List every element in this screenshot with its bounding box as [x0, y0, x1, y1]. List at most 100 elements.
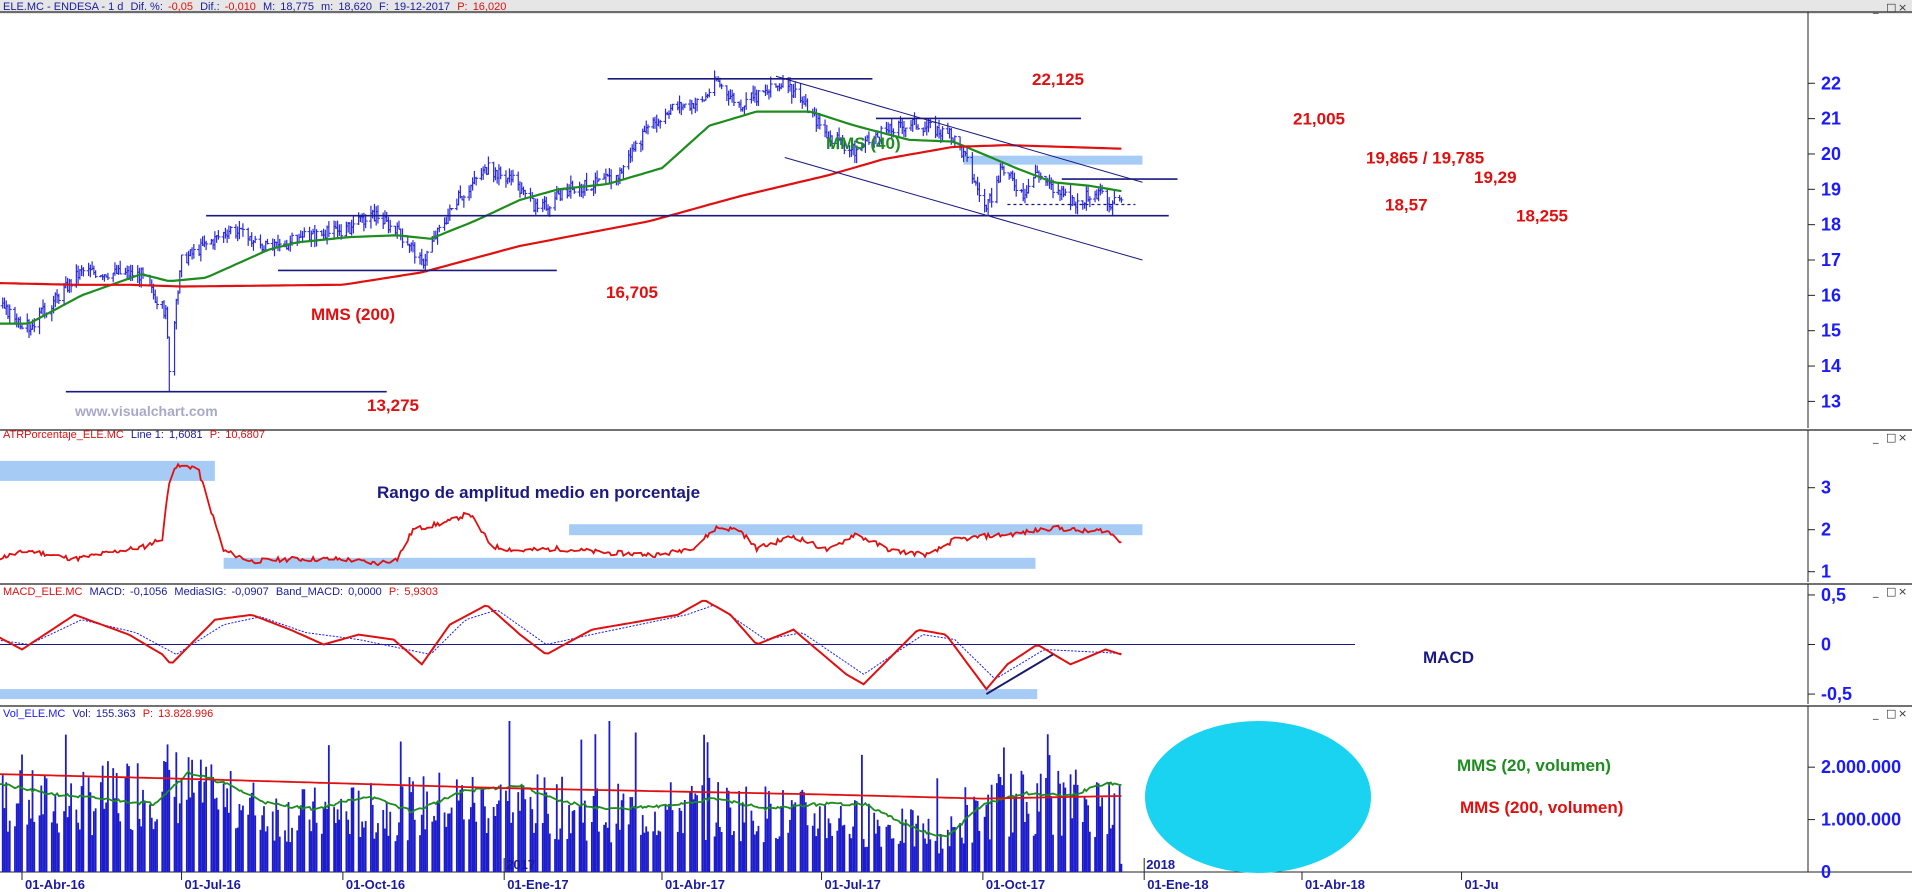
y-tick-label: 3 [1821, 478, 1831, 498]
price-bar [69, 279, 74, 293]
price-bar [486, 156, 491, 175]
x-tick-label: 01-Oct-16 [346, 877, 405, 892]
price-bar [167, 336, 172, 392]
price-bar [425, 250, 430, 266]
vol-mms20-label: MMS (20, volumen) [1457, 756, 1611, 775]
macd-signal-line [0, 604, 1122, 679]
x-tick-label: 01-Abr-16 [25, 877, 85, 892]
x-tick-label: 01-Jul-16 [185, 877, 241, 892]
y-tick-label: 15 [1821, 321, 1841, 341]
level-16705-label: 16,705 [606, 283, 658, 302]
y-tick-label: 18 [1821, 215, 1841, 235]
price-bar [118, 260, 123, 275]
price-bar [645, 124, 650, 135]
price-bar [498, 166, 503, 180]
y-tick-label: 1 [1821, 562, 1831, 582]
price-bar [731, 92, 736, 107]
highlight-band [963, 155, 1143, 165]
highlight-band [0, 460, 215, 481]
y-tick-label: 22 [1821, 73, 1841, 93]
panel-strip [0, 584, 1912, 598]
y-tick-label: 0,5 [1821, 585, 1846, 605]
minimize-icon: _ [1872, 585, 1879, 598]
price-bar [449, 208, 454, 211]
vol-mms200-line [0, 773, 1122, 800]
x-tick-label: 01-Oct-17 [986, 877, 1045, 892]
price-bar [830, 135, 835, 149]
y-tick-label: 1.000.000 [1821, 810, 1901, 830]
minimize-icon: _ [1872, 707, 1879, 720]
volume-header: Vol_ELE.MC Vol: 155.363 P: 13.828.996 [3, 708, 213, 720]
price-bar [523, 189, 528, 199]
price-bar [461, 195, 466, 208]
panel-frames [0, 0, 1912, 873]
y-tick-label: 16 [1821, 285, 1841, 305]
price-bar [903, 127, 908, 138]
price-bar [388, 219, 393, 233]
price-bar [265, 238, 270, 245]
y-tick-label: -0,5 [1821, 684, 1852, 704]
price-bar [854, 145, 859, 164]
price-bar [56, 293, 61, 304]
title-strip [0, 0, 1912, 14]
price-bar [240, 223, 245, 237]
price-bar [155, 296, 160, 310]
price-bar [105, 272, 110, 281]
price-bar [1075, 193, 1080, 215]
price-bar [584, 172, 589, 191]
price-bar [7, 304, 12, 323]
level-1929-label: 19,29 [1474, 168, 1517, 187]
price-bar [179, 254, 184, 278]
price-bar [228, 226, 233, 235]
price-bar [842, 140, 847, 155]
window-buttons[interactable]: _ □ ×_ □ ×_ □ ×_ □ × [1872, 1, 1907, 720]
close-icon: × [1898, 431, 1907, 444]
price-bar [682, 103, 687, 109]
price-trendline [784, 157, 1143, 261]
level-21005-label: 21,005 [1293, 109, 1345, 128]
mms40-label: MMS (40) [826, 134, 901, 153]
price-bar [363, 214, 368, 229]
x-tick-label: 01-Jul-17 [825, 877, 881, 892]
minimize-icon: _ [1872, 1, 1879, 14]
macd-header: MACD_ELE.MC MACD: -0,1056 MediaSIG: -0,0… [3, 586, 438, 598]
mms200-label: MMS (200) [311, 305, 395, 324]
y-tick-label: 0 [1821, 862, 1831, 882]
price-bar [695, 98, 700, 112]
mms40-line [0, 110, 1122, 325]
atr-title: Rango de amplitud medio en porcentaje [377, 483, 700, 502]
price-bar [670, 103, 675, 111]
series-lines [0, 110, 1355, 838]
watermark: www.visualchart.com [74, 403, 218, 419]
volume-ellipse [1145, 721, 1371, 873]
y-tick-label: 0 [1821, 635, 1831, 655]
price-bar [989, 187, 994, 208]
vol-mms200-label: MMS (200, volumen) [1460, 798, 1623, 817]
price-bar [277, 238, 282, 252]
close-icon: × [1898, 707, 1907, 720]
price-bar [663, 108, 668, 125]
highlight-band [569, 524, 1143, 536]
y-tick-label: 2.000.000 [1821, 757, 1901, 777]
price-bar [510, 169, 515, 183]
y-tick-label: 14 [1821, 356, 1841, 376]
price-bar [1026, 178, 1031, 194]
y-tick-label: 13 [1821, 391, 1841, 411]
x-tick-label: 01-Ene-17 [507, 877, 568, 892]
macd-title: MACD [1423, 648, 1474, 667]
minimize-icon: _ [1872, 431, 1879, 444]
price-bar [1112, 190, 1117, 205]
mms200-line [0, 144, 1122, 288]
volume-ellipse-shape [1145, 721, 1371, 873]
close-icon: × [1898, 585, 1907, 598]
level-13275-label: 13,275 [367, 396, 419, 415]
price-bar [302, 227, 307, 238]
price-bar [879, 125, 884, 145]
panel-strip [0, 706, 1912, 720]
x-tick-label: 01-Abr-17 [665, 877, 725, 892]
price-bar [535, 198, 540, 213]
price-bar [412, 242, 417, 264]
price-bar [817, 113, 822, 130]
